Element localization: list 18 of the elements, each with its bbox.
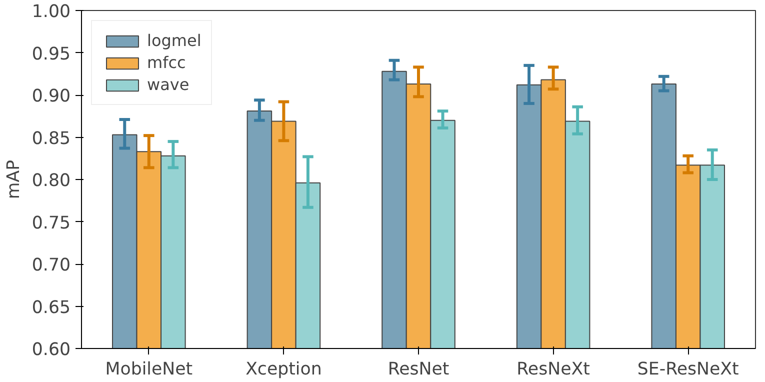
y-tick-label: 0.60 <box>32 340 71 360</box>
y-tick-label: 0.85 <box>32 128 71 149</box>
x-tick-label: MobileNet <box>105 360 193 380</box>
y-tick-label: 0.75 <box>32 213 71 234</box>
y-tick-label: 0.90 <box>32 86 71 106</box>
y-tick-label: 0.95 <box>32 44 71 64</box>
x-tick-label: Xception <box>246 360 322 380</box>
y-tick-label: 0.70 <box>32 256 71 276</box>
x-tick-label: ResNeXt <box>516 360 590 380</box>
x-tick-label: ResNet <box>388 360 450 380</box>
y-tick-label: 0.65 <box>32 298 71 318</box>
legend-label: wave <box>147 75 190 94</box>
y-axis-title: mAP <box>4 160 24 200</box>
y-tick-label: 1.00 <box>32 2 71 22</box>
legend-label: mfcc <box>147 53 186 72</box>
x-tick-label: SE-ResNeXt <box>637 360 740 380</box>
y-tick-label: 0.80 <box>32 171 71 191</box>
legend-label: logmel <box>147 31 202 50</box>
